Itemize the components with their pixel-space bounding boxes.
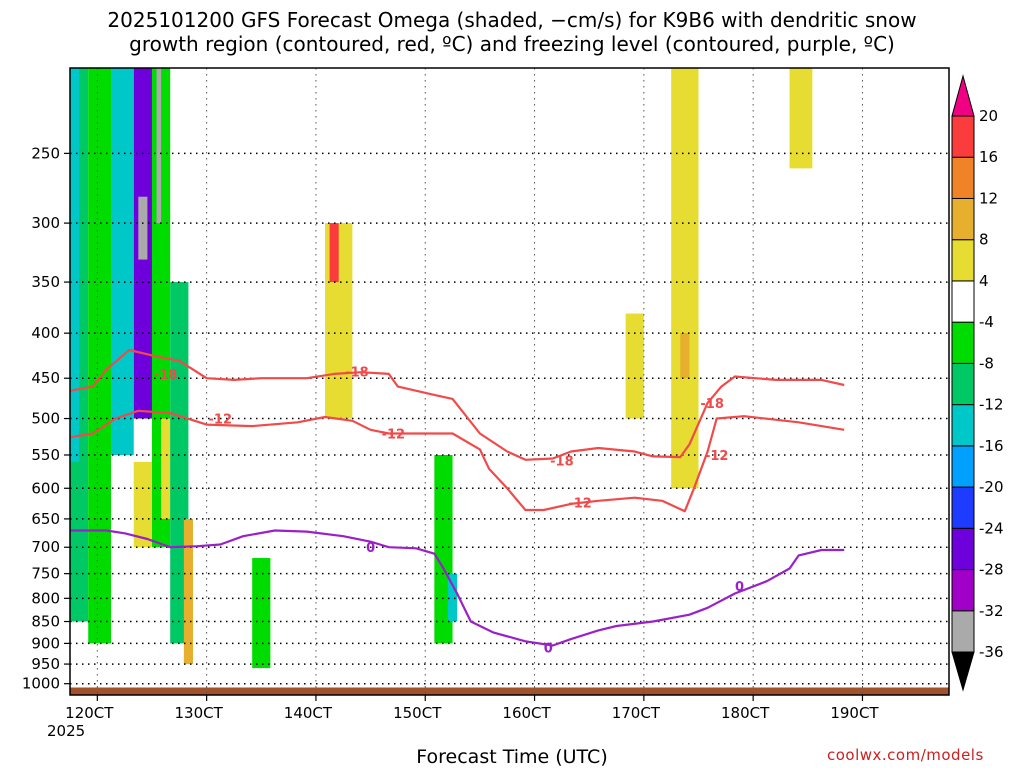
y-tick-label: 750 (31, 565, 60, 583)
colorbar-swatch (951, 321, 975, 364)
contour-label: -12 (382, 428, 406, 443)
colorbar: -36 -32 -28 -24 -20 -16 -12 -8 -4 4 8 12 16 20 (951, 74, 1004, 692)
y-tick-label: 550 (31, 446, 60, 464)
omega-region (625, 313, 644, 419)
credit-link[interactable]: coolwx.com/models (827, 746, 984, 764)
colorbar-label: -4 (979, 313, 994, 331)
colorbar-label: 12 (979, 189, 998, 207)
y-tick-label: 1000 (22, 675, 60, 693)
y-tick-label: 450 (31, 369, 60, 387)
colorbar-swatch (951, 610, 975, 653)
y-tick-label: 850 (31, 613, 60, 631)
plot-frame (69, 67, 950, 696)
colorbar-label: -32 (979, 602, 1004, 620)
colorbar-swatch (951, 280, 975, 323)
contour-label: 0 (544, 642, 553, 657)
colorbar-label: 16 (979, 148, 998, 166)
contour-label: 0 (735, 580, 744, 595)
colorbar-label: -36 (979, 643, 1004, 661)
x-tick-label: 150CT (393, 704, 442, 722)
y-tick-label: 600 (31, 479, 60, 497)
x-tick-label: 130CT (174, 704, 223, 722)
omega-region (789, 68, 813, 169)
y-tick-label: 250 (31, 144, 60, 162)
omega-region (680, 333, 690, 379)
colorbar-label: 8 (979, 231, 989, 249)
omega-region (448, 573, 458, 622)
colorbar-swatch (951, 404, 975, 447)
contour-label: -18 (154, 368, 178, 383)
contour-line (70, 529, 845, 647)
colorbar-swatch (951, 445, 975, 488)
omega-shading (70, 68, 949, 695)
contour-label: -12 (705, 449, 729, 464)
omega-region (138, 196, 148, 260)
colorbar-swatch (951, 197, 975, 241)
colorbar-label: -16 (979, 437, 1004, 455)
y-tick-label: 950 (31, 655, 60, 673)
y-tick-label: 800 (31, 589, 60, 607)
colorbar-swatch (951, 239, 975, 282)
colorbar-label: 20 (979, 107, 998, 125)
y-tick-label: 900 (31, 634, 60, 652)
y-tick-label: 650 (31, 510, 60, 528)
colorbar-swatch (951, 362, 975, 406)
contour-label: -18 (700, 397, 724, 412)
colorbar-swatch (951, 486, 975, 529)
colorbar-swatch (951, 569, 975, 612)
plot-area (70, 68, 949, 695)
omega-region (70, 68, 80, 462)
omega-region (252, 558, 271, 669)
grid (70, 68, 949, 695)
omega-region (88, 68, 111, 644)
x-tick-label: 140CT (284, 704, 333, 722)
year-label: 2025 (47, 722, 86, 740)
y-tick-label: 500 (31, 410, 60, 428)
contours: -18 -18 -18 -18 -12 -12 -12 -12 0 0 0 (70, 348, 845, 657)
colorbar-label: 4 (979, 272, 989, 290)
omega-region (183, 518, 193, 665)
colorbar-swatch (951, 527, 975, 571)
contour-label: 0 (366, 541, 375, 556)
contour-line (70, 409, 845, 513)
omega-region (110, 68, 134, 455)
contour-label: -18 (550, 455, 574, 470)
colorbar-top-arrow (951, 74, 975, 117)
colorbar-bottom-arrow (951, 651, 975, 692)
chart-title-line-2: growth region (contoured, red, ºC) and f… (129, 32, 895, 56)
x-axis-label: Forecast Time (UTC) (416, 746, 608, 768)
y-tick-label: 400 (31, 324, 60, 342)
axes: 250 300 350 400 450 500 550 600 650 700 750 800 850 9… (22, 67, 950, 722)
omega-region (671, 68, 699, 489)
x-tick-label: 120CT (65, 704, 114, 722)
chart-title-line-1: 2025101200 GFS Forecast Omega (shaded, −… (107, 8, 917, 32)
omega-region (156, 68, 162, 224)
x-tick-label: 180CT (721, 704, 770, 722)
y-tick-label: 300 (31, 214, 60, 232)
omega-region (161, 418, 171, 519)
contour-label: -12 (209, 413, 233, 428)
contour-label: -18 (345, 365, 369, 380)
colorbar-label: -28 (979, 561, 1004, 579)
x-tick-label: 190CT (830, 704, 879, 722)
surface-band (70, 687, 949, 695)
x-tick-label: 160CT (502, 704, 551, 722)
omega-region (133, 461, 152, 548)
omega-region (329, 223, 339, 283)
y-tick-label: 350 (31, 273, 60, 291)
colorbar-swatch (951, 156, 975, 199)
colorbar-label: -24 (979, 519, 1004, 537)
colorbar-swatch (951, 115, 975, 158)
contour-line (70, 348, 845, 461)
y-tick-label: 700 (31, 538, 60, 556)
colorbar-label: -8 (979, 354, 994, 372)
x-tick-label: 170CT (612, 704, 661, 722)
contour-label: -12 (568, 497, 592, 512)
colorbar-label: -12 (979, 396, 1004, 414)
colorbar-label: -20 (979, 478, 1004, 496)
